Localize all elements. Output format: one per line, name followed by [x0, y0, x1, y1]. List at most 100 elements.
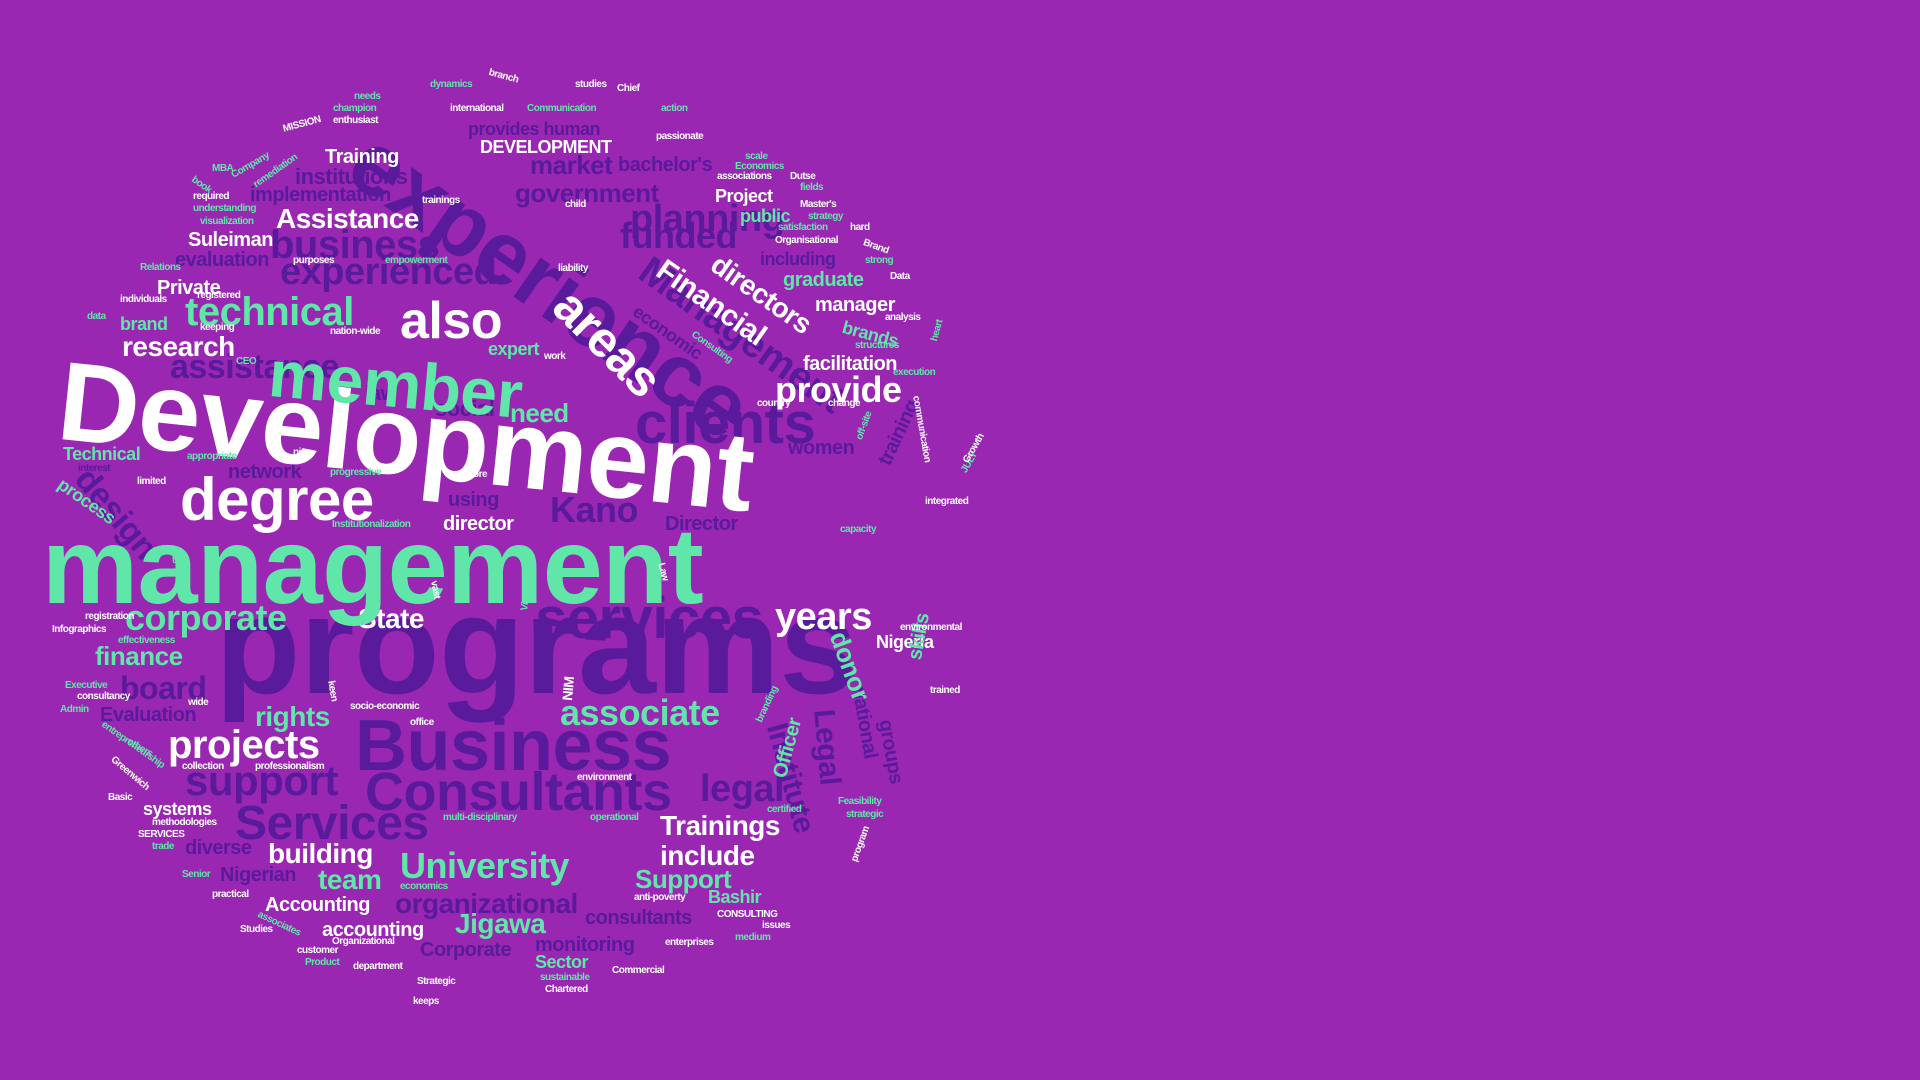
cloud-word: need — [510, 398, 569, 428]
cloud-word: board — [120, 670, 207, 706]
cloud-word: international — [450, 103, 504, 114]
cloud-word: including — [760, 249, 836, 269]
cloud-word: environmental — [900, 622, 962, 633]
cloud-word: graduate — [783, 269, 864, 291]
cloud-word: expert — [488, 339, 540, 359]
cloud-word: Business — [355, 706, 672, 786]
cloud-word: empowerment — [385, 255, 448, 266]
cloud-word: director — [443, 513, 514, 535]
cloud-word: law — [365, 383, 396, 405]
cloud-word: sustainable — [540, 972, 590, 983]
cloud-word: corporate — [125, 597, 287, 638]
cloud-word: strong — [865, 255, 894, 266]
cloud-word: accounting — [322, 919, 424, 941]
cloud-word: wide — [188, 697, 209, 708]
cloud-word: network — [228, 461, 302, 483]
cloud-word: fields — [800, 182, 824, 193]
cloud-word: child — [565, 199, 586, 210]
cloud-word: professionalism — [255, 761, 325, 772]
cloud-word: interest — [78, 463, 111, 474]
cloud-word: issues — [762, 920, 791, 931]
cloud-word: Executive — [65, 680, 108, 691]
cloud-word: Bashir — [708, 887, 762, 907]
cloud-word: management — [42, 505, 704, 626]
cloud-word: liability — [558, 263, 588, 274]
cloud-word: country — [757, 398, 791, 409]
cloud-word: program — [849, 824, 873, 864]
cloud-word: government — [515, 178, 659, 208]
cloud-word: Data — [890, 271, 910, 282]
cloud-word: office — [410, 717, 434, 728]
cloud-word: Brand — [861, 237, 891, 257]
cloud-word: strategic — [846, 809, 884, 820]
cloud-word: practical — [212, 889, 249, 900]
cloud-word: branch — [487, 67, 520, 86]
cloud-word: organizational — [395, 888, 578, 919]
cloud-word: consultants — [585, 907, 692, 929]
cloud-word: systems — [143, 799, 212, 819]
cloud-word: Evaluation — [100, 704, 197, 726]
cloud-word: Jigawa — [455, 908, 546, 939]
cloud-word: Admin — [60, 704, 89, 715]
cloud-word: Trainings — [660, 810, 780, 841]
cloud-word: rights — [255, 701, 330, 732]
cloud-word: analysis — [885, 312, 921, 323]
cloud-word: action — [661, 103, 688, 114]
cloud-word: Training — [325, 146, 399, 168]
cloud-word: market — [530, 150, 613, 180]
cloud-word: trained — [930, 685, 960, 696]
cloud-word: Greenwich — [108, 754, 152, 793]
cloud-word: nation-wide — [330, 326, 381, 337]
cloud-word: Support — [635, 864, 732, 894]
cloud-word: structures — [855, 340, 899, 351]
cloud-word: facilitation — [803, 353, 898, 375]
cloud-word: Legal — [807, 707, 847, 787]
cloud-word: team — [318, 864, 382, 895]
cloud-word: NIM — [559, 675, 578, 702]
cloud-word: using — [448, 489, 499, 511]
cloud-word: effectiveness — [118, 635, 175, 646]
cloud-word: work — [544, 351, 566, 362]
cloud-word: required — [193, 191, 230, 202]
cloud-word: SERVICES — [138, 829, 185, 840]
cloud-word: DEVELOPMENT — [480, 137, 612, 157]
cloud-word: manager — [815, 294, 895, 316]
cloud-word: enterprises — [665, 937, 714, 948]
cloud-word: execution — [893, 367, 936, 378]
cloud-word: Commercial — [612, 965, 665, 976]
cloud-word: Technical — [63, 444, 141, 464]
cloud-word: Institutionalization — [332, 519, 411, 530]
cloud-word: social — [435, 396, 495, 421]
cloud-word: diverse — [185, 837, 252, 859]
cloud-word: collection — [182, 761, 224, 772]
cloud-word: CEO — [236, 356, 257, 367]
cloud-word: Dutse — [790, 171, 816, 182]
cloud-word: Corporate — [420, 939, 512, 961]
cloud-word: Assistance — [276, 203, 419, 234]
cloud-word: integrated — [925, 496, 969, 507]
cloud-word: clients — [635, 391, 816, 456]
cloud-word: Infographics — [52, 624, 107, 635]
cloud-word: registered — [197, 290, 241, 301]
cloud-word: heart — [929, 318, 946, 343]
cloud-word: core — [468, 469, 488, 480]
cloud-word: registration — [85, 611, 135, 622]
cloud-word: Product — [305, 957, 340, 968]
cloud-word: State — [358, 603, 424, 634]
cloud-word: public — [740, 206, 791, 226]
cloud-word: implementation — [250, 184, 391, 206]
cloud-word: trade — [152, 841, 174, 852]
cloud-word: appropriate — [187, 451, 237, 462]
cloud-word: scale — [745, 151, 768, 162]
cloud-word: legal — [700, 768, 785, 810]
cloud-word: projects — [168, 723, 320, 767]
cloud-word: University — [400, 845, 570, 886]
cloud-word: operational — [590, 812, 639, 823]
cloud-word: skills — [904, 611, 934, 662]
cloud-word: programs — [215, 566, 857, 723]
cloud-word: hard — [850, 222, 870, 233]
cloud-word: years — [775, 596, 872, 638]
cloud-word: two — [172, 555, 188, 566]
cloud-word: medium — [735, 932, 771, 943]
cloud-word: associations — [717, 171, 772, 182]
